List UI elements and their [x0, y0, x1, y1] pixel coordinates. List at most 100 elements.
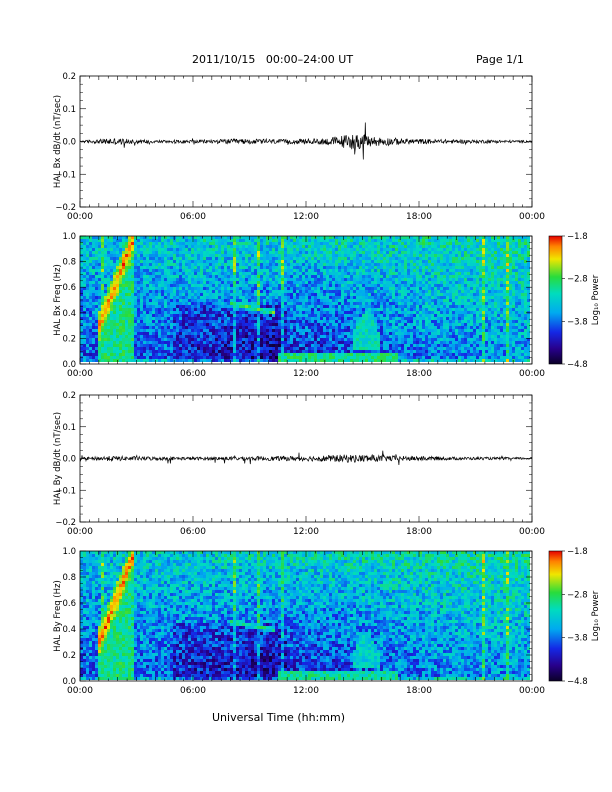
spectrogram-cell [272, 275, 275, 278]
spectrogram-cell [386, 269, 389, 272]
spectrogram-cell [269, 266, 272, 269]
spectrogram-cell [329, 242, 332, 245]
spectrogram-cell [176, 302, 179, 305]
spectrogram-cell [176, 272, 179, 275]
spectrogram-cell [125, 356, 128, 359]
spectrogram-cell [194, 350, 197, 353]
spectrogram-cell [380, 305, 383, 308]
spectrogram-cell [299, 305, 302, 308]
spectrogram-cell [182, 320, 185, 323]
spectrogram-cell [419, 326, 422, 329]
spectrogram-cell [287, 350, 290, 353]
spectrogram-cell [146, 245, 149, 248]
spectrogram-cell [290, 302, 293, 305]
spectrogram-cell [197, 236, 200, 239]
spectrogram-cell [233, 350, 236, 353]
spectrogram-cell [290, 260, 293, 263]
spectrogram-cell [155, 284, 158, 287]
spectrogram-cell [248, 245, 251, 248]
spectrogram-cell [305, 278, 308, 281]
spectrogram-cell [401, 290, 404, 293]
spectrogram-cell [212, 323, 215, 326]
spectrogram-cell [404, 338, 407, 341]
spectrogram-cell [293, 239, 296, 242]
spectrogram-cell [218, 245, 221, 248]
spectrogram-cell [374, 296, 377, 299]
spectrogram-cell [200, 236, 203, 239]
spectrogram-cell [257, 320, 260, 323]
spectrogram-cell [182, 314, 185, 317]
spectrogram-cell [125, 359, 128, 362]
spectrogram-cell [278, 260, 281, 263]
spectrogram-cell [356, 347, 359, 350]
spectrogram-cell [362, 323, 365, 326]
spectrogram-cell [212, 350, 215, 353]
spectrogram-cell [278, 338, 281, 341]
spectrogram-cell [179, 335, 182, 338]
spectrogram-cell [155, 239, 158, 242]
spectrogram-cell [221, 236, 224, 239]
spectrogram-cell [353, 329, 356, 332]
spectrogram-cell [242, 308, 245, 311]
spectrogram-cell [353, 314, 356, 317]
spectrogram-cell [341, 281, 344, 284]
spectrogram-cell [164, 239, 167, 242]
spectrogram-cell [332, 254, 335, 257]
spectrogram-cell [371, 350, 374, 353]
spectrogram-cell [311, 290, 314, 293]
spectrogram-cell [215, 329, 218, 332]
spectrogram-cell [83, 242, 86, 245]
spectrogram-cell [260, 290, 263, 293]
spectrogram-cell [242, 284, 245, 287]
spectrogram-cell [206, 263, 209, 266]
spectrogram-cell [368, 329, 371, 332]
spectrogram-cell [98, 317, 101, 320]
spectrogram-cell [362, 284, 365, 287]
spectrogram-cell [290, 236, 293, 239]
spectrogram-cell [107, 317, 110, 320]
spectrogram-cell [305, 314, 308, 317]
spectrogram-cell [326, 239, 329, 242]
spectrogram-cell [299, 257, 302, 260]
spectrogram-cell [218, 323, 221, 326]
spectrogram-cell [302, 281, 305, 284]
spectrogram-cell [92, 242, 95, 245]
spectrogram-cell [407, 341, 410, 344]
spectrogram-cell [353, 284, 356, 287]
spectrogram-cell [404, 359, 407, 362]
spectrogram-cell [152, 320, 155, 323]
spectrogram-cell [404, 236, 407, 239]
spectrogram-cell [104, 326, 107, 329]
spectrogram-cell [161, 293, 164, 296]
spectrogram-cell [245, 317, 248, 320]
spectrogram-cell [185, 329, 188, 332]
spectrogram-cell [365, 317, 368, 320]
spectrogram-cell [209, 350, 212, 353]
spectrogram-cell [119, 332, 122, 335]
spectrogram-cell [326, 326, 329, 329]
spectrogram-cell [320, 317, 323, 320]
spectrogram-cell [206, 323, 209, 326]
spectrogram-cell [401, 281, 404, 284]
spectrogram-cell [392, 275, 395, 278]
spectrogram-cell [287, 266, 290, 269]
spectrogram-cell [422, 350, 425, 353]
spectrogram-cell [104, 278, 107, 281]
spectrogram-cell [185, 269, 188, 272]
spectrogram-cell [383, 275, 386, 278]
spectrogram-cell [224, 275, 227, 278]
spectrogram-cell [242, 329, 245, 332]
spectrogram-cell [134, 290, 137, 293]
spectrogram-cell [212, 278, 215, 281]
spectrogram-cell [350, 317, 353, 320]
spectrogram-cell [197, 278, 200, 281]
spectrogram-cell [272, 293, 275, 296]
spectrogram-cell [419, 308, 422, 311]
spectrogram-cell [134, 323, 137, 326]
spectrogram-cell [347, 338, 350, 341]
spectrogram-cell [299, 356, 302, 359]
spectrogram-cell [197, 332, 200, 335]
spectrogram-cell [131, 287, 134, 290]
spectrogram-cell [380, 338, 383, 341]
spectrogram-cell [119, 260, 122, 263]
